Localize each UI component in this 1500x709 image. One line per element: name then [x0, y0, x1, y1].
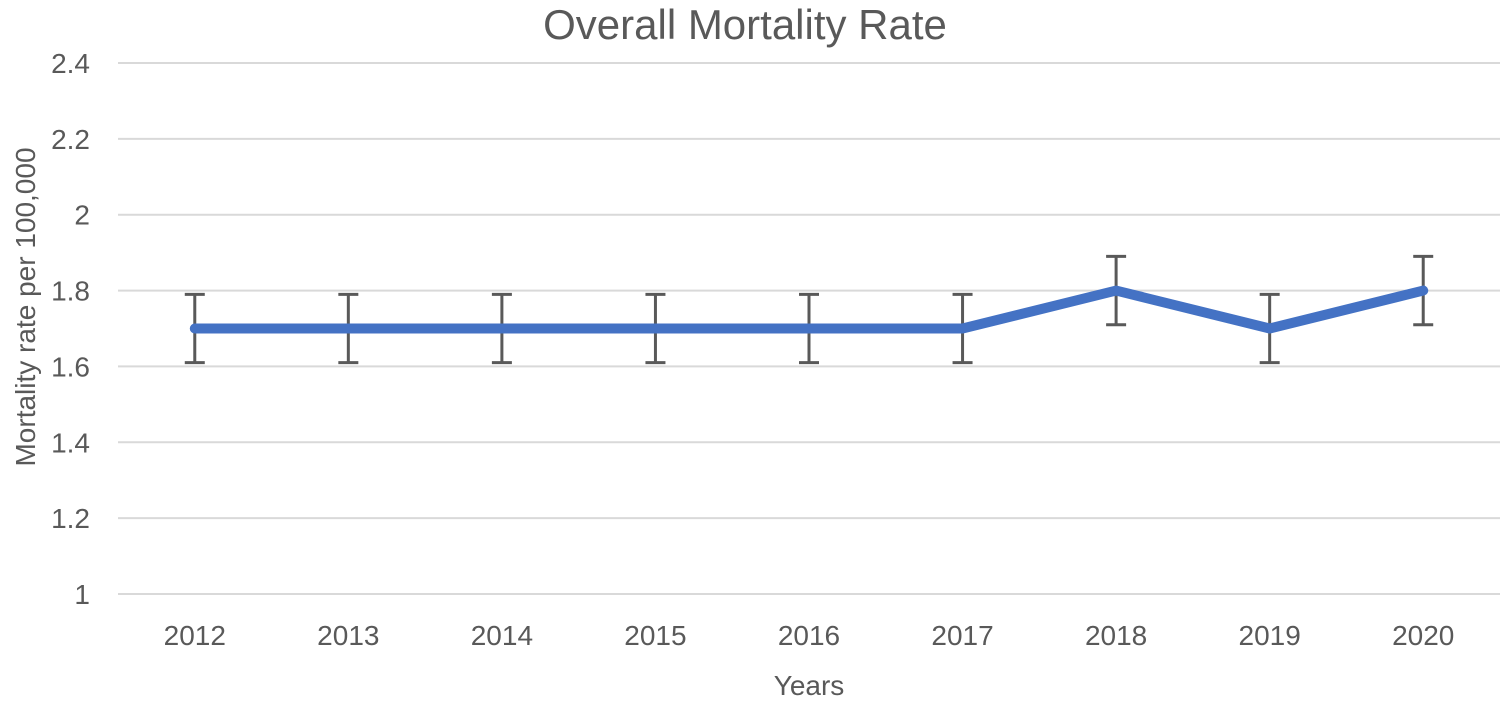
x-tick-label: 2015	[624, 620, 686, 651]
y-axis-tick-labels: 1 1.2 1.4 1.6 1.8 2 2.2 2.4	[51, 48, 90, 610]
gridlines	[118, 62, 1500, 595]
data-series-line	[189, 285, 1429, 334]
x-tick-label: 2018	[1085, 620, 1147, 651]
y-tick-label: 2.4	[51, 48, 90, 79]
y-tick-label: 2.2	[51, 124, 90, 155]
x-tick-label: 2014	[471, 620, 533, 651]
x-tick-label: 2013	[317, 620, 379, 651]
x-tick-label: 2017	[931, 620, 993, 651]
y-tick-label: 1.8	[51, 276, 90, 307]
x-tick-label: 2012	[164, 620, 226, 651]
chart-title: Overall Mortality Rate	[543, 1, 947, 48]
x-tick-label: 2016	[778, 620, 840, 651]
y-tick-label: 1.6	[51, 351, 90, 382]
y-tick-label: 1.2	[51, 503, 90, 534]
y-tick-label: 1.4	[51, 427, 90, 458]
x-axis-title: Years	[773, 670, 845, 701]
x-tick-label: 2019	[1239, 620, 1301, 651]
error-bars	[184, 254, 1434, 365]
x-axis-tick-labels: 2012 2013 2014 2015 2016 2017 2018 2019 2020	[164, 620, 1455, 651]
y-tick-label: 2	[74, 200, 90, 231]
y-tick-label: 1	[74, 579, 90, 610]
x-tick-label: 2020	[1392, 620, 1454, 651]
